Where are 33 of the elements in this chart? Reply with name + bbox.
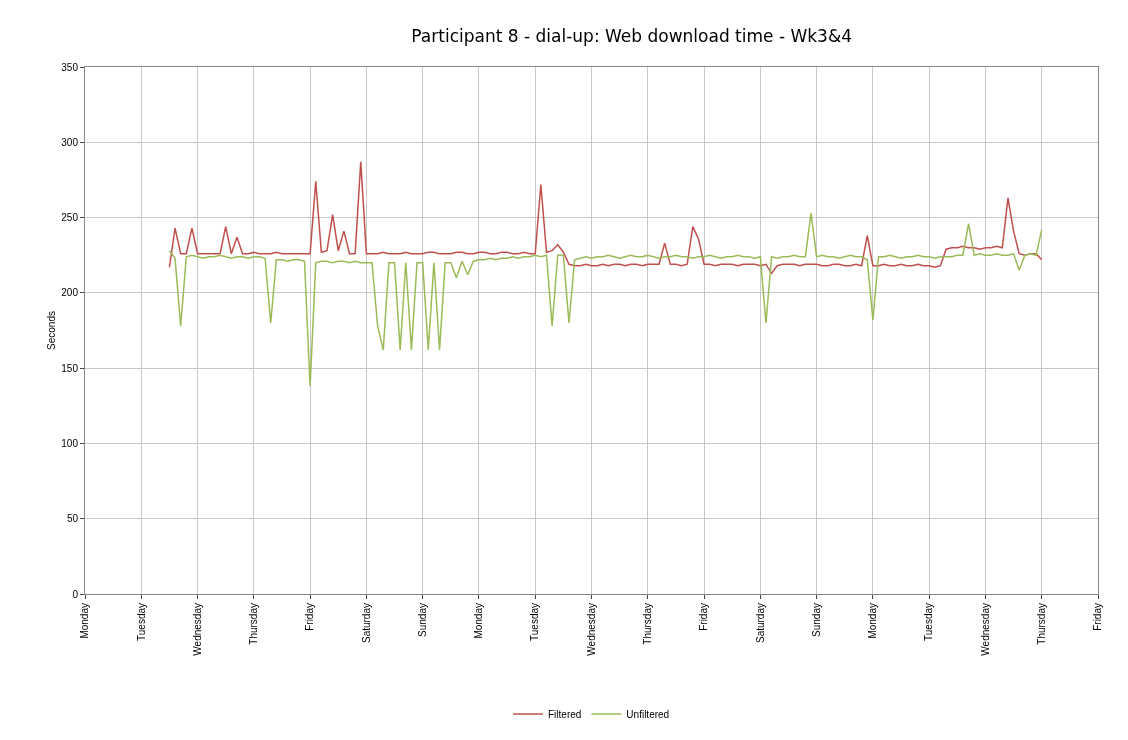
line-series xyxy=(168,212,1043,387)
y-tick-label: 250 xyxy=(61,212,79,224)
x-tick-label: Thursday xyxy=(642,603,654,645)
x-tick-label: Friday xyxy=(698,603,710,631)
y-tick-label: 300 xyxy=(61,136,79,148)
x-tick-label: Tuesday xyxy=(135,603,147,641)
x-tick-label: Monday xyxy=(867,603,879,639)
x-tick-label: Saturday xyxy=(360,603,372,644)
x-tick-label: Wednesday xyxy=(191,603,203,656)
y-tick-label: 0 xyxy=(72,588,79,600)
y-tick-label: 50 xyxy=(66,513,79,525)
chart-title: Participant 8 - dial-up: Web download time - Wk3&4 xyxy=(411,25,852,46)
x-tick-label: Monday xyxy=(473,603,485,639)
x-tick-label: Friday xyxy=(304,603,316,631)
x-tick-label: Friday xyxy=(1092,603,1104,631)
y-tick-label: 100 xyxy=(61,437,79,449)
y-tick-label: 150 xyxy=(61,362,79,374)
legend-label: Filtered xyxy=(548,708,582,720)
x-tick-label: Wednesday xyxy=(979,603,991,656)
x-tick-label: Tuesday xyxy=(923,603,935,641)
legend-label: Unfiltered xyxy=(626,708,670,720)
x-tick-label: Tuesday xyxy=(529,603,541,641)
x-tick-label: Monday xyxy=(79,603,91,639)
x-tick-label: Thursday xyxy=(248,603,260,645)
x-tick-label: Sunday xyxy=(810,603,822,637)
y-axis-title: Seconds xyxy=(46,311,57,350)
x-tick-label: Saturday xyxy=(754,603,766,644)
line-series xyxy=(168,161,1043,275)
y-tick-label: 200 xyxy=(61,287,79,299)
x-tick-label: Thursday xyxy=(1035,603,1047,645)
y-tick-label: 350 xyxy=(61,61,79,73)
x-tick-label: Wednesday xyxy=(585,603,597,656)
x-tick-label: Sunday xyxy=(416,603,428,637)
